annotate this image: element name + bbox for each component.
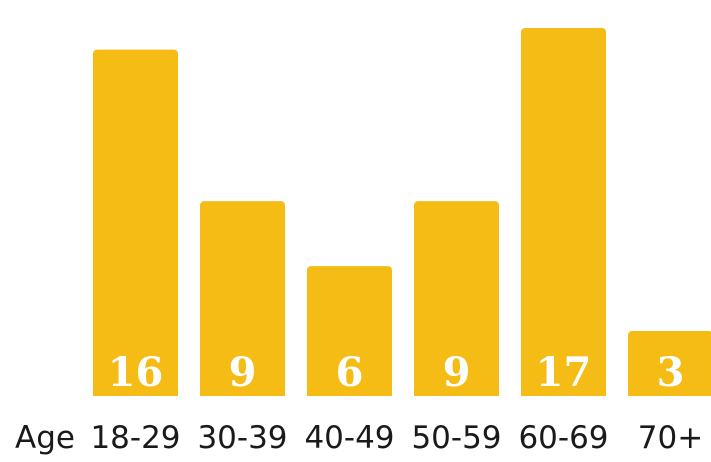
bar-50-59 (414, 201, 499, 396)
category-label-18-29: 18-29 (90, 420, 180, 456)
bars-group (93, 27, 711, 396)
bar-40-49 (307, 266, 392, 396)
axis-prefix-label: Age (15, 420, 75, 456)
category-label-30-39: 30-39 (197, 420, 287, 456)
bar-18-29 (93, 49, 178, 396)
bar-base-60-69 (521, 388, 606, 396)
bar-base-18-29 (93, 388, 178, 396)
bar-base-50-59 (414, 388, 499, 396)
bar-30-39 (200, 201, 285, 396)
category-label-70+: 70+ (638, 420, 703, 456)
value-label-40-49: 6 (336, 349, 364, 396)
category-label-40-49: 40-49 (304, 420, 394, 456)
category-labels-group: 18-29 30-39 40-49 50-59 60-69 70+ (90, 420, 703, 456)
bar-base-70+ (628, 388, 711, 396)
value-label-30-39: 9 (229, 349, 257, 396)
bar-60-69 (521, 27, 606, 396)
category-label-50-59: 50-59 (411, 420, 501, 456)
value-label-70+: 3 (657, 349, 685, 396)
bar-base-30-39 (200, 388, 285, 396)
value-label-18-29: 16 (108, 349, 164, 396)
bar-70+ (628, 331, 711, 396)
category-label-60-69: 60-69 (518, 420, 608, 456)
bar-base-40-49 (307, 388, 392, 396)
value-labels-group: 16 9 6 9 17 3 (108, 349, 685, 396)
value-label-60-69: 17 (536, 349, 592, 396)
value-label-50-59: 9 (443, 349, 471, 396)
